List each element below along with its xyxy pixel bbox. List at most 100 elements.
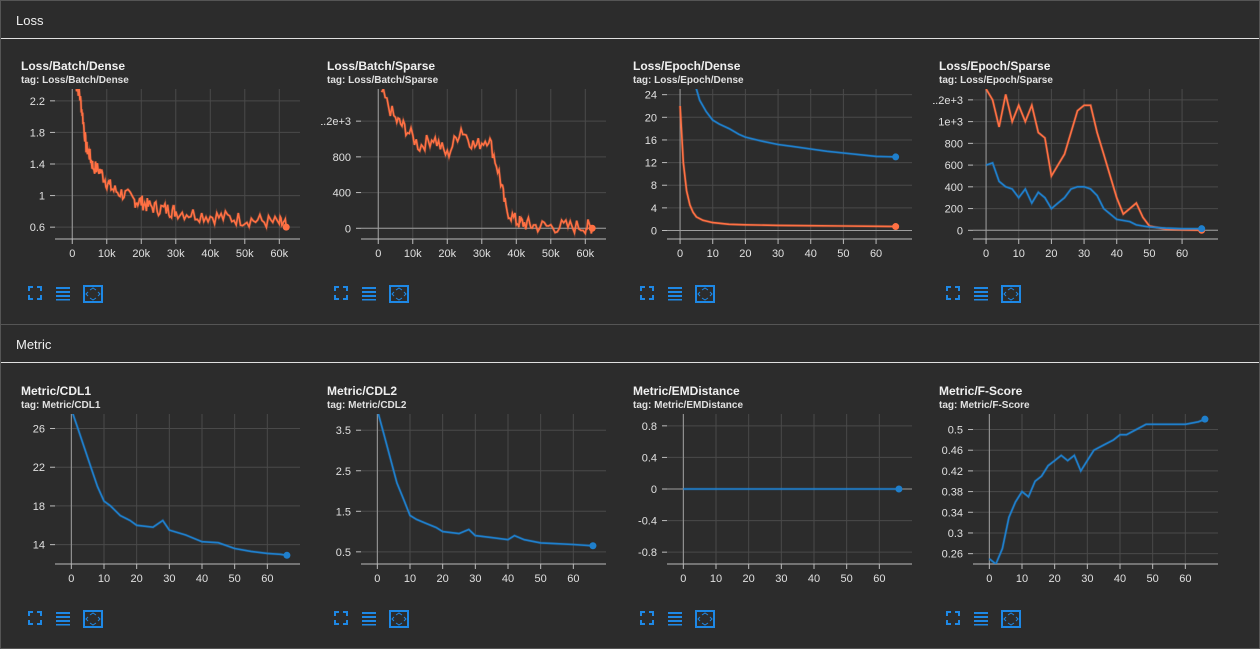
- data-table-icon[interactable]: [973, 285, 991, 303]
- fit-domain-icon[interactable]: [83, 285, 103, 303]
- y-tick-label: 800: [945, 138, 963, 150]
- fit-expand-icon[interactable]: [945, 285, 963, 303]
- x-tick-label: 0: [374, 573, 380, 585]
- data-table-icon[interactable]: [667, 285, 685, 303]
- x-tick-label: 60k: [270, 248, 288, 260]
- fit-domain-icon[interactable]: [389, 610, 409, 628]
- y-tick-label: 0.46: [942, 445, 963, 457]
- y-tick-label: 3.5: [336, 425, 351, 437]
- data-table-icon[interactable]: [361, 285, 379, 303]
- series-last-point: [588, 224, 596, 232]
- data-table-icon[interactable]: [667, 610, 685, 628]
- x-tick-label: 50: [837, 248, 849, 260]
- y-tick-label: -0.4: [638, 516, 657, 528]
- y-tick-label: 0.34: [942, 507, 963, 519]
- x-tick-label: 30: [1081, 573, 1093, 585]
- x-tick-label: 60: [1179, 573, 1191, 585]
- fit-expand-icon[interactable]: [27, 610, 45, 628]
- fit-domain-icon[interactable]: [389, 285, 409, 303]
- card-title: Metric/CDL2: [327, 384, 398, 398]
- y-tick-label: 400: [945, 182, 963, 194]
- y-tick-label: 4: [651, 203, 657, 215]
- fit-expand-icon[interactable]: [333, 285, 351, 303]
- x-tick-label: 30: [469, 573, 481, 585]
- data-table-icon[interactable]: [973, 610, 991, 628]
- x-tick-label: 20: [1045, 248, 1057, 260]
- fit-domain-icon[interactable]: [1001, 285, 1021, 303]
- card-metric-emdistance: Metric/EMDistance tag: Metric/EMDistance…: [627, 384, 917, 634]
- x-tick-label: 20: [743, 573, 755, 585]
- y-tick-label: 0.26: [942, 549, 963, 561]
- x-tick-label: 20: [437, 573, 449, 585]
- series-last-point: [283, 551, 291, 559]
- fit-expand-icon[interactable]: [333, 610, 351, 628]
- data-table-icon[interactable]: [55, 610, 73, 628]
- x-tick-label: 0: [680, 573, 686, 585]
- fit-domain-icon[interactable]: [83, 610, 103, 628]
- section-header-loss[interactable]: Loss: [1, 1, 1259, 39]
- series-line: [695, 89, 896, 158]
- fit-expand-icon[interactable]: [945, 610, 963, 628]
- y-tick-label: 600: [945, 160, 963, 172]
- card-title: Metric/F-Score: [939, 384, 1023, 398]
- x-tick-label: 20: [739, 248, 751, 260]
- line-chart[interactable]: 0 400 800 1.2e+3 0 10k 20k 30k 40k 50k 60k: [321, 89, 611, 279]
- card-metric-cdl1: Metric/CDL1 tag: Metric/CDL1 14 18 22 26 0 10…: [15, 384, 305, 634]
- y-tick-label: 800: [333, 152, 351, 164]
- fit-expand-icon[interactable]: [639, 285, 657, 303]
- y-tick-label: 0.42: [942, 466, 963, 478]
- series-line: [377, 414, 593, 547]
- data-table-icon[interactable]: [361, 610, 379, 628]
- line-chart[interactable]: 0.6 1 1.4 1.8 2.2 0 10k 20k 30k 40k 50k 60k: [15, 89, 305, 279]
- section-header-metric[interactable]: Metric: [1, 325, 1259, 363]
- card-tag: tag: Loss/Batch/Dense: [21, 75, 129, 86]
- x-tick-label: 40: [196, 573, 208, 585]
- y-tick-label: 0: [957, 225, 963, 237]
- x-tick-label: 40k: [201, 248, 219, 260]
- x-tick-label: 10: [710, 573, 722, 585]
- fit-domain-icon[interactable]: [695, 610, 715, 628]
- line-chart[interactable]: 14 18 22 26 0 10 20 30 40 50 60: [15, 414, 305, 604]
- card-tag: tag: Loss/Epoch/Sparse: [939, 75, 1053, 86]
- y-tick-label: 22: [33, 462, 45, 474]
- y-tick-label: 8: [651, 180, 657, 192]
- section-loss: Loss Loss/Batch/Dense tag: Loss/Batch/De…: [0, 0, 1260, 325]
- card-loss-batch-dense: Loss/Batch/Dense tag: Loss/Batch/Dense 0…: [15, 59, 305, 309]
- x-tick-label: 10k: [404, 248, 422, 260]
- series-last-point: [1198, 225, 1206, 233]
- y-tick-label: 0: [651, 484, 657, 496]
- y-tick-label: 2.2: [30, 96, 45, 108]
- y-tick-label: 200: [945, 204, 963, 216]
- series-line: [72, 414, 288, 557]
- y-tick-label: 0.5: [948, 425, 963, 437]
- line-chart[interactable]: 0 4 8 12 16 20 24 0 10 20 30 40 50 60: [627, 89, 917, 279]
- data-table-icon[interactable]: [55, 285, 73, 303]
- series-last-point: [892, 223, 900, 231]
- fit-domain-icon[interactable]: [1001, 610, 1021, 628]
- section-title: Loss: [16, 13, 44, 28]
- fit-expand-icon[interactable]: [27, 285, 45, 303]
- card-title: Metric/CDL1: [21, 384, 92, 398]
- card-tag: tag: Metric/CDL2: [327, 400, 407, 411]
- series-last-point: [282, 223, 290, 231]
- x-tick-label: 10: [707, 248, 719, 260]
- fit-expand-icon[interactable]: [639, 610, 657, 628]
- line-chart[interactable]: 0.5 1.5 2.5 3.5 0 10 20 30 40 50 60: [321, 414, 611, 604]
- series-last-point: [892, 153, 900, 161]
- y-tick-label: 0: [345, 223, 351, 235]
- x-tick-label: 0: [677, 248, 683, 260]
- line-chart[interactable]: 0.26 0.3 0.34 0.38 0.42 0.46 0.5 0 10 20 30 40 50 60: [933, 414, 1223, 604]
- y-tick-label: 0.4: [642, 452, 657, 464]
- line-chart[interactable]: 0 200 400 600 800 1e+3 1.2e+3 0 10 20 30 40 50 60: [933, 89, 1223, 279]
- x-tick-label: 0: [69, 248, 75, 260]
- series-last-point: [895, 485, 903, 493]
- card-loss-epoch-sparse: Loss/Epoch/Sparse tag: Loss/Epoch/Sparse…: [933, 59, 1223, 309]
- x-tick-label: 60: [870, 248, 882, 260]
- y-tick-label: 0.8: [642, 421, 657, 433]
- x-tick-label: 50k: [236, 248, 254, 260]
- x-tick-label: 40: [502, 573, 514, 585]
- line-chart[interactable]: -0.8 -0.4 0 0.4 0.8 0 10 20 30 40 50 60: [627, 414, 917, 604]
- fit-domain-icon[interactable]: [695, 285, 715, 303]
- section-title: Metric: [16, 337, 52, 352]
- y-tick-label: 16: [645, 135, 657, 147]
